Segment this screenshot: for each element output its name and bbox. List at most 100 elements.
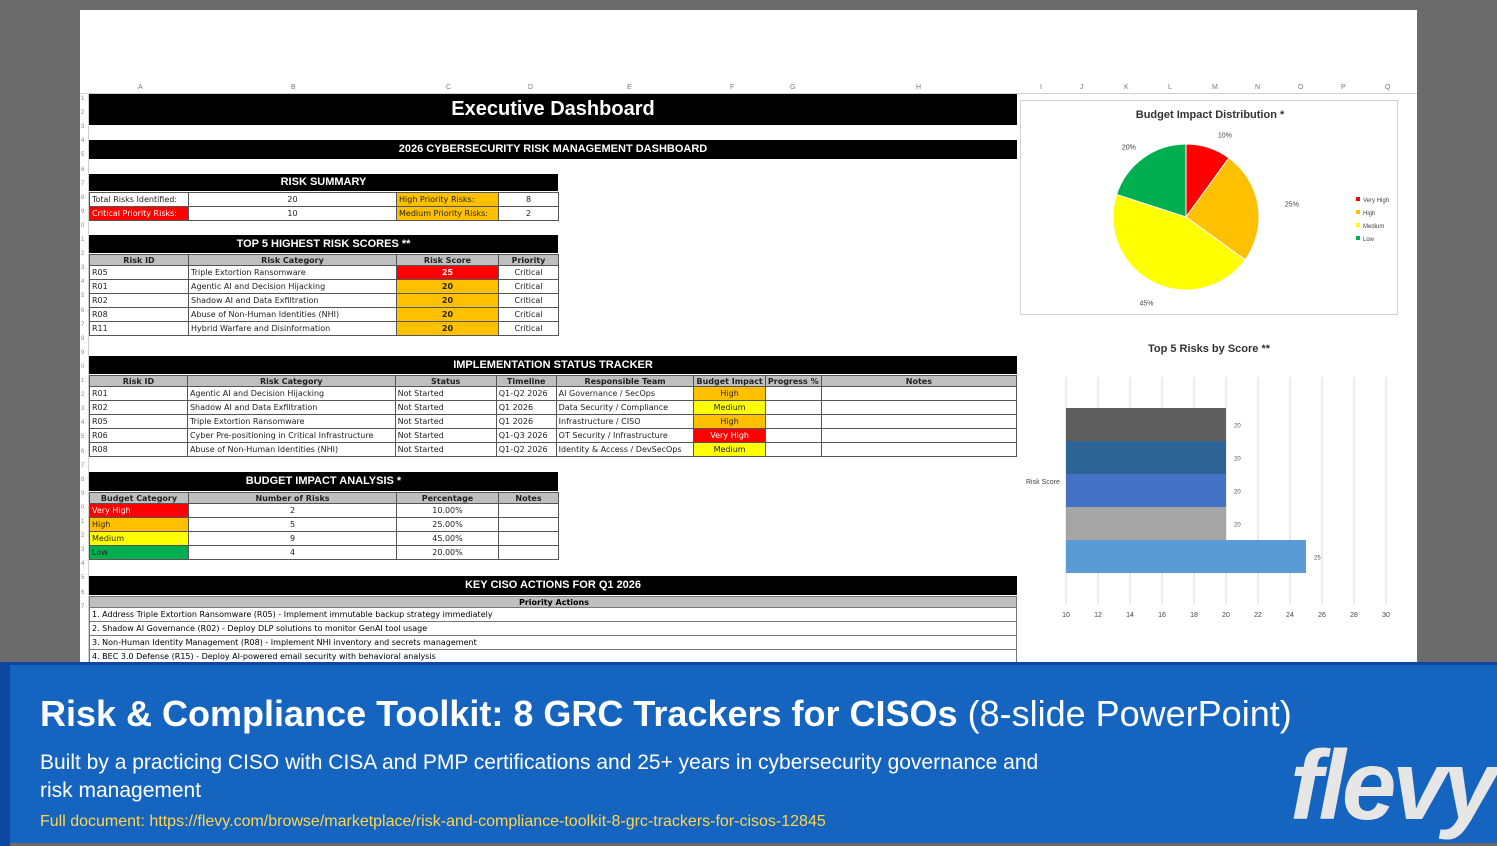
column-letter[interactable]: O (1298, 84, 1304, 91)
row-number[interactable]: 6 (81, 448, 85, 455)
row-number[interactable]: 4 (81, 561, 85, 568)
row-number[interactable]: 3 (81, 124, 85, 131)
row-number[interactable]: 8 (81, 476, 85, 483)
row-number[interactable]: 1 (81, 96, 85, 102)
risk-id: R01 (89, 279, 189, 294)
x-tick-label: 26 (1318, 612, 1326, 619)
risk-category: Abuse of Non-Human Identities (NHI) (188, 307, 397, 322)
row-number[interactable]: 0 (81, 222, 85, 229)
pie-chart-svg: Budget Impact Distribution * 10% 25% 45% 20… (1112, 109, 1389, 308)
dashboard-subtitle: 2026 CYBERSECURITY RISK MANAGEMENT DASHB… (89, 140, 1017, 159)
column-letter[interactable]: M (1212, 84, 1218, 91)
table-row: R11 Hybrid Warfare and Disinformation 20 Cr… (89, 321, 559, 336)
number-of-risks: 2 (188, 503, 397, 518)
column-header: Timeline (495, 375, 557, 387)
column-letter[interactable]: C (446, 84, 452, 91)
row-number[interactable]: 8 (81, 194, 85, 201)
row-number[interactable]: 9 (81, 349, 85, 356)
percentage: 25.00% (396, 517, 499, 532)
row-number[interactable]: 7 (81, 180, 85, 187)
row-number[interactable]: 0 (81, 363, 85, 370)
priority: Critical (498, 321, 559, 336)
row-number[interactable]: 5 (81, 434, 85, 441)
slice-label: 45% (1139, 301, 1153, 308)
row-number[interactable]: 7 (81, 462, 85, 469)
row-number[interactable]: 1 (81, 237, 85, 243)
table-header-row: Budget Category Number of Risks Percenta… (89, 492, 559, 504)
priority: Critical (498, 307, 559, 322)
column-letter[interactable]: N (1255, 84, 1261, 91)
budget-category: Low (89, 545, 189, 560)
column-letter[interactable]: J (1080, 84, 1084, 91)
total-risks-value: 20 (188, 192, 397, 207)
column-header: Status (394, 375, 497, 387)
column-letter[interactable]: P (1341, 84, 1346, 91)
notes (498, 503, 559, 518)
risk-category: Shadow AI and Data Exfiltration (188, 293, 397, 308)
row-number[interactable]: 2 (81, 110, 85, 117)
table-row: R05 Triple Extortion Ransomware 25 Critical (89, 265, 559, 280)
row-number[interactable]: 7 (81, 603, 85, 610)
row-number[interactable]: 3 (81, 547, 85, 554)
row-number[interactable]: 8 (81, 335, 85, 342)
column-letter[interactable]: I (1040, 84, 1042, 91)
column-header: Budget Impact (693, 375, 766, 387)
budget-category: Medium (89, 531, 189, 546)
row-number[interactable]: 4 (81, 420, 85, 427)
status: Not Started (394, 442, 497, 457)
row-number[interactable]: 6 (81, 589, 85, 596)
column-letter[interactable]: B (291, 84, 296, 91)
row-number[interactable]: 6 (81, 307, 85, 314)
legend-swatch (1356, 236, 1360, 240)
risk-id: R06 (89, 428, 188, 443)
notes (820, 428, 1018, 443)
table-row: R08 Abuse of Non-Human Identities (NHI) No… (89, 442, 1018, 457)
row-number[interactable]: 0 (81, 504, 85, 511)
status: Not Started (394, 400, 497, 415)
row-number[interactable]: 7 (81, 321, 85, 328)
column-letter[interactable]: D (528, 84, 534, 91)
row-number[interactable]: 3 (81, 265, 85, 272)
progress (764, 428, 822, 443)
column-letter[interactable]: F (730, 84, 735, 91)
column-letter[interactable]: G (790, 84, 796, 91)
column-header: Responsible Team (555, 375, 695, 387)
row-number[interactable]: 5 (81, 293, 85, 300)
column-header: Notes (820, 375, 1018, 387)
row-number[interactable]: 2 (81, 392, 85, 399)
budget-impact: Medium (693, 400, 766, 415)
column-letter[interactable]: H (916, 84, 922, 91)
x-tick-label: 22 (1254, 612, 1262, 619)
column-letter[interactable]: A (138, 84, 143, 91)
row-number[interactable]: 4 (81, 279, 85, 286)
column-letter[interactable]: K (1124, 84, 1129, 91)
pie-slice (1112, 193, 1246, 291)
row-number[interactable]: 5 (81, 152, 85, 159)
x-tick-label: 12 (1094, 612, 1102, 619)
row-number[interactable]: 1 (81, 519, 85, 525)
high-priority-value: 8 (498, 192, 559, 207)
column-letter[interactable]: Q (1385, 84, 1391, 91)
responsible-team: AI Governance / SecOps (555, 386, 695, 401)
document-link[interactable]: Full document: https://flevy.com/browse/… (40, 813, 826, 830)
priority: Critical (498, 265, 559, 280)
row-number[interactable]: 2 (81, 533, 85, 540)
row-number[interactable]: 1 (81, 378, 85, 384)
column-letter[interactable]: L (1168, 84, 1172, 91)
row-number[interactable]: 2 (81, 251, 85, 258)
risk-summary-heading: RISK SUMMARY (89, 174, 558, 191)
column-letter[interactable]: E (627, 84, 632, 91)
x-tick-label: 24 (1286, 612, 1294, 619)
budget-table: Budget Category Number of Risks Percenta… (89, 492, 559, 560)
progress (764, 414, 822, 429)
row-number[interactable]: 3 (81, 406, 85, 413)
column-header: Risk ID (89, 254, 189, 266)
row-number[interactable]: 6 (81, 166, 85, 173)
column-header: Notes (498, 492, 559, 504)
chart-title: Budget Impact Distribution * (1136, 109, 1285, 121)
row-number[interactable]: 4 (81, 138, 85, 145)
row-number[interactable]: 9 (81, 490, 85, 497)
row-number[interactable]: 5 (81, 575, 85, 582)
risk-score: 20 (396, 307, 499, 322)
row-number[interactable]: 9 (81, 208, 85, 215)
